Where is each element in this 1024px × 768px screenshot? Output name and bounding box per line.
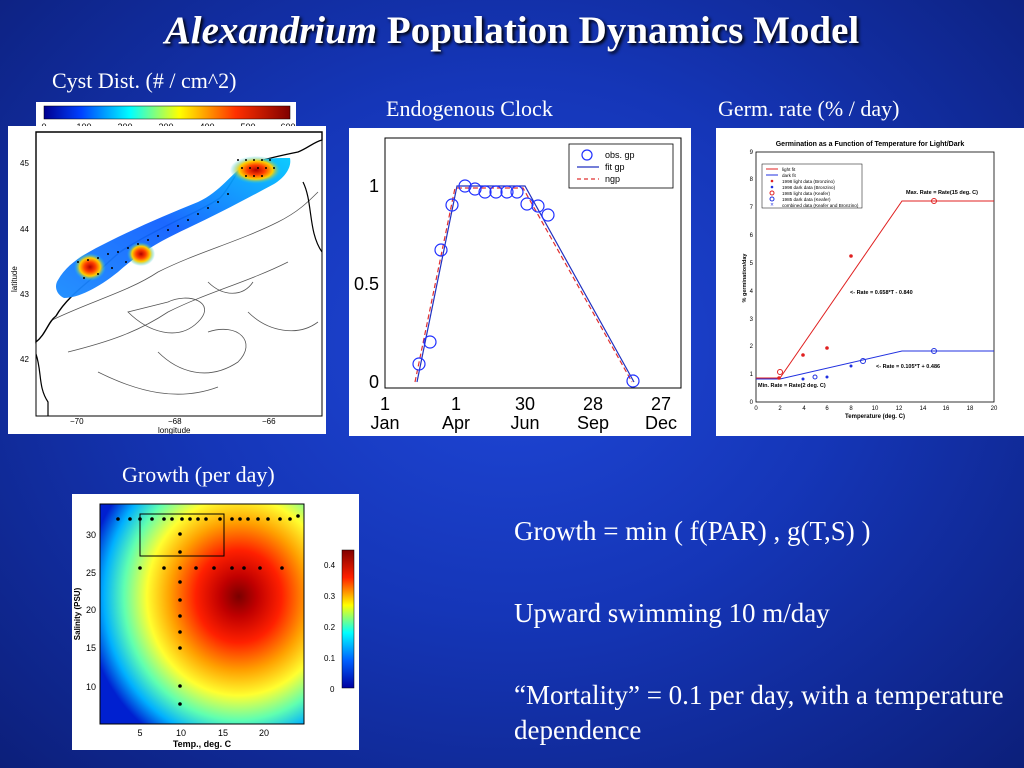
growth-y-tick: 30	[86, 530, 96, 540]
caption-clock: Endogenous Clock	[386, 96, 553, 121]
clock-obs-points	[412, 179, 640, 388]
title-italic: Alexandrium	[164, 9, 378, 52]
germ-x-tick: 12	[896, 406, 903, 412]
growth-x-tick: 10	[176, 728, 186, 738]
germ-annot-min: Min. Rate = Rate(2 deg. C)	[758, 383, 826, 389]
cyst-y-tick: 42	[20, 355, 29, 364]
svg-text:×: ×	[770, 203, 774, 209]
clock-x-tick-day: 28	[583, 394, 603, 414]
germ-x-tick: 14	[920, 406, 927, 412]
germ-legend-item: 1998 dark data (Bronzino)	[782, 185, 836, 190]
clock-legend-item: fit gp	[605, 162, 625, 172]
clock-x-tick-month: Jan	[370, 413, 399, 433]
germ-y-tick: 1	[750, 372, 754, 378]
germ-annot-max: Max. Rate = Rate(15 deg. C)	[906, 190, 978, 196]
cyst-map-panel: 0 100 200 300 400 500 600	[8, 102, 326, 435]
germ-legend-item: combined data (Keafer and Bronzino)	[782, 203, 859, 208]
growth-chart-svg: 0.4 0.3 0.2 0.1 0 30 25 20 15 10 5 10 15…	[73, 503, 355, 749]
bullet-swimming: Upward swimming 10 m/day	[514, 598, 830, 628]
germ-x-tick: 8	[849, 406, 853, 412]
clock-x-tick-day: 30	[515, 394, 535, 414]
caption-growth: Growth (per day)	[122, 462, 275, 487]
cyst-x-tick: −68	[168, 417, 182, 426]
clock-x-tick-month: Apr	[442, 413, 470, 433]
growth-cbar-tick: 0	[330, 685, 335, 694]
growth-ylabel: Salinity (PSU)	[73, 587, 82, 640]
growth-xlabel: Temp., deg. C	[173, 739, 232, 749]
clock-chart-svg: obs. gp fit gp ngp 1 0.5 0 1 1 30 28 27 …	[354, 137, 682, 433]
growth-chart-panel: 0.4 0.3 0.2 0.1 0 30 25 20 15 10 5 10 15…	[72, 494, 359, 750]
cyst-x-tick: −66	[262, 417, 276, 426]
growth-cbar-tick: 0.3	[324, 592, 336, 601]
cyst-xlabel: longitude	[158, 426, 191, 434]
growth-cbar-tick: 0.2	[324, 623, 336, 632]
clock-y-tick: 0	[369, 372, 379, 392]
caption-germ: Germ. rate (% / day)	[718, 96, 900, 121]
germ-y-tick: 8	[750, 177, 754, 183]
caption-cyst: Cyst Dist. (# / cm^2)	[52, 68, 237, 93]
bullet-mortality: “Mortality” = 0.1 per day, with a temper…	[514, 680, 1004, 745]
germ-title: Germination as a Function of Temperature…	[776, 141, 965, 148]
clock-y-tick: 0.5	[354, 274, 379, 294]
germ-ylabel: % germination/day	[742, 253, 748, 303]
germ-legend-item: 1985 light data (Keafer)	[782, 191, 830, 196]
cyst-y-tick: 44	[20, 225, 29, 234]
growth-cbar-tick: 0.1	[324, 654, 336, 663]
germ-x-tick: 16	[943, 406, 950, 412]
germ-annot-light: <- Rate = 0.658*T - 0.840	[850, 290, 913, 296]
germ-y-tick: 9	[750, 150, 754, 156]
growth-y-tick: 10	[86, 682, 96, 692]
germ-x-tick: 0	[754, 406, 758, 412]
germ-x-tick: 2	[778, 406, 782, 412]
germ-x-tick: 6	[825, 406, 829, 412]
clock-y-tick: 1	[369, 176, 379, 196]
slide-title: Alexandrium Population Dynamics Model	[0, 8, 1024, 53]
growth-y-tick: 20	[86, 605, 96, 615]
germ-annot-dark: <- Rate = 0.105*T + 0.486	[876, 364, 940, 370]
cyst-map-svg: 0 100 200 300 400 500 600	[8, 102, 326, 435]
germ-legend-item: 1998 light data (Bronzino)	[782, 179, 835, 184]
germ-xlabel: Temperature (deg. C)	[845, 414, 905, 420]
clock-x-tick-month: Jun	[510, 413, 539, 433]
germ-y-tick: 7	[750, 205, 754, 211]
germ-y-tick: 6	[750, 233, 754, 239]
growth-x-tick: 20	[259, 728, 269, 738]
clock-x-tick-day: 1	[451, 394, 461, 414]
growth-x-tick: 5	[137, 728, 142, 738]
cyst-y-tick: 43	[20, 290, 29, 299]
germ-y-tick: 4	[750, 289, 754, 295]
germ-y-tick: 5	[750, 261, 754, 267]
germ-x-tick: 10	[872, 406, 879, 412]
bullet-growth: Growth = min ( f(PAR) , g(T,S) )	[514, 516, 871, 546]
germ-legend-item: dark fit	[782, 173, 797, 178]
growth-y-tick: 15	[86, 643, 96, 653]
clock-x-tick-month: Sep	[577, 413, 609, 433]
germ-legend-item: 1985 dark data (Keafer)	[782, 197, 831, 202]
growth-y-tick: 25	[86, 568, 96, 578]
growth-x-tick: 15	[218, 728, 228, 738]
germ-y-tick: 2	[750, 344, 754, 350]
clock-x-tick-day: 1	[380, 394, 390, 414]
cyst-x-tick: −70	[70, 417, 84, 426]
cyst-ylabel: latitude	[10, 266, 19, 292]
title-rest: Population Dynamics Model	[386, 9, 860, 52]
clock-x-tick-month: Dec	[645, 413, 677, 433]
clock-legend-item: obs. gp	[605, 150, 635, 160]
germ-chart-svg: Germination as a Function of Temperature…	[742, 141, 998, 420]
germ-x-tick: 4	[802, 406, 806, 412]
germ-chart-panel: Germination as a Function of Temperature…	[716, 128, 1024, 436]
clock-x-tick-day: 27	[651, 394, 671, 414]
growth-cbar-tick: 0.4	[324, 561, 336, 570]
germ-y-tick: 3	[750, 317, 754, 323]
germ-x-tick: 20	[991, 406, 998, 412]
clock-chart-panel: obs. gp fit gp ngp 1 0.5 0 1 1 30 28 27 …	[349, 128, 691, 436]
germ-legend-item: light fit	[782, 167, 796, 172]
germ-x-tick: 18	[967, 406, 974, 412]
cyst-y-tick: 45	[20, 159, 29, 168]
clock-legend-item: ngp	[605, 174, 620, 184]
germ-y-tick: 0	[750, 400, 754, 406]
